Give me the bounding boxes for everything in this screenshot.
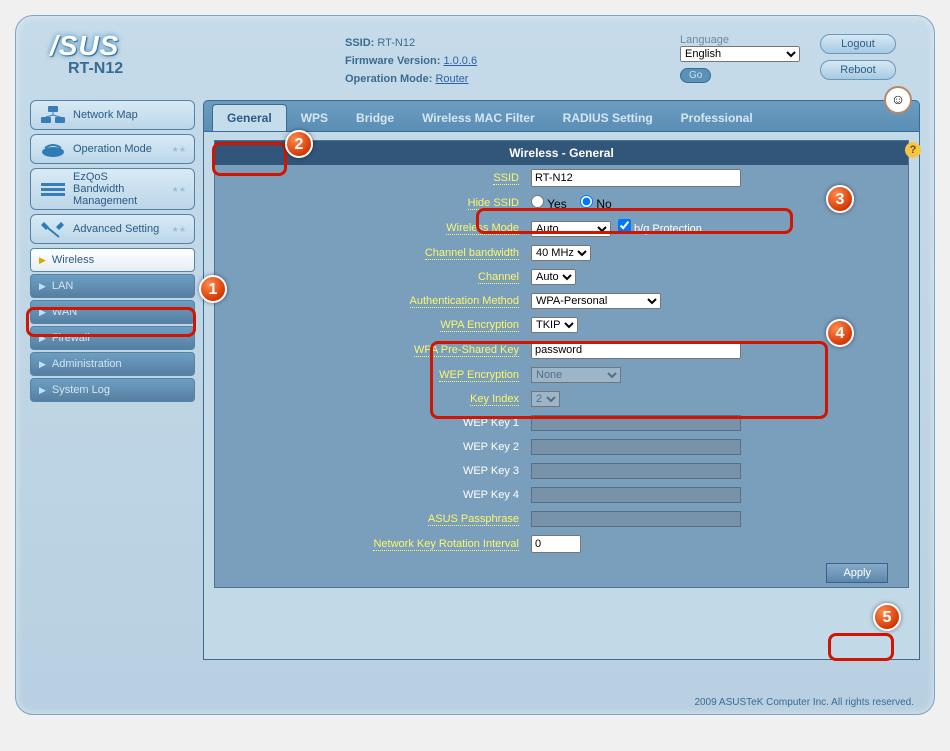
status-info: SSID: RT-N12 Firmware Version: 1.0.0.6 O… [345,30,680,88]
wpa-encryption-select[interactable]: TKIP [531,317,578,333]
sidebar-item-wireless[interactable]: ▶Wireless [30,248,195,272]
nkri-label: Network Key Rotation Interval [373,538,519,551]
apply-button[interactable]: Apply [826,563,888,583]
passphrase-label: ASUS Passphrase [428,513,519,526]
annotation-circle-4: 4 [826,319,854,347]
sidebar-item-lan[interactable]: ▶LAN [30,274,195,298]
auth-label: Authentication Method [410,295,519,308]
sidebar-item-ezqos[interactable]: EzQoS Bandwidth Management ★★ [30,168,195,210]
wep-key-3-input [531,463,741,479]
annotation-box-1 [26,307,196,337]
mascot-icon: ☺ [884,86,912,114]
tab-wps[interactable]: WPS [287,105,342,131]
wep4-label: WEP Key 4 [463,489,519,501]
language-label: Language [680,34,820,46]
annotation-box-5 [828,633,894,661]
firmware-link[interactable]: 1.0.0.6 [443,55,477,67]
annotation-circle-2: 2 [285,130,313,158]
tab-mac-filter[interactable]: Wireless MAC Filter [408,105,549,131]
help-icon[interactable]: ? [905,142,921,158]
channel-bandwidth-select[interactable]: 40 MHz [531,245,591,261]
annotation-circle-5: 5 [873,603,901,631]
annotation-box-2 [212,142,287,176]
router-admin-panel: /SUS RT-N12 SSID: RT-N12 Firmware Versio… [15,15,935,715]
passphrase-input [531,511,741,527]
sidebar-item-operation-mode[interactable]: Operation Mode ★★ [30,134,195,164]
brand-logo: /SUS [30,30,345,62]
annotation-box-4 [430,341,828,419]
bandwidth-icon [39,179,67,199]
wep2-label: WEP Key 2 [463,441,519,453]
channel-select[interactable]: Auto [531,269,576,285]
ssid-label: SSID [493,172,519,185]
annotation-box-3 [476,208,793,234]
header: /SUS RT-N12 SSID: RT-N12 Firmware Versio… [30,30,920,100]
sidebar-item-advanced[interactable]: Advanced Setting ★★ [30,214,195,244]
tab-bridge[interactable]: Bridge [342,105,408,131]
wpa-enc-label: WPA Encryption [440,319,519,332]
annotation-circle-1: 1 [199,275,227,303]
tab-radius[interactable]: RADIUS Setting [549,105,667,131]
tab-general[interactable]: General [212,104,287,131]
language-select[interactable]: English [680,46,800,62]
tab-professional[interactable]: Professional [667,105,767,131]
nkri-input[interactable] [531,535,581,553]
model-label: RT-N12 [30,60,345,78]
reboot-button[interactable]: Reboot [820,60,896,80]
tab-bar: General WPS Bridge Wireless MAC Filter R… [203,100,920,132]
sidebar-item-system-log[interactable]: ▶System Log [30,378,195,402]
wep-key-2-input [531,439,741,455]
channel-label: Channel [478,271,519,284]
operation-mode-icon [39,139,67,159]
opmode-link[interactable]: Router [435,73,468,85]
auth-method-select[interactable]: WPA-Personal [531,293,661,309]
ssid-input[interactable] [531,169,741,187]
sidebar: Network Map Operation Mode ★★ EzQoS Band… [30,100,195,660]
section-title: Wireless - General [215,141,908,165]
sidebar-item-network-map[interactable]: Network Map [30,100,195,130]
logout-button[interactable]: Logout [820,34,896,54]
go-button[interactable]: Go [680,68,711,83]
network-map-icon [39,105,67,125]
wep-key-4-input [531,487,741,503]
footer-copyright: 2009 ASUSTeK Computer Inc. All rights re… [694,697,914,708]
cbw-label: Channel bandwidth [425,247,519,260]
annotation-circle-3: 3 [826,185,854,213]
tools-icon [39,219,67,239]
wep3-label: WEP Key 3 [463,465,519,477]
sidebar-item-administration[interactable]: ▶Administration [30,352,195,376]
